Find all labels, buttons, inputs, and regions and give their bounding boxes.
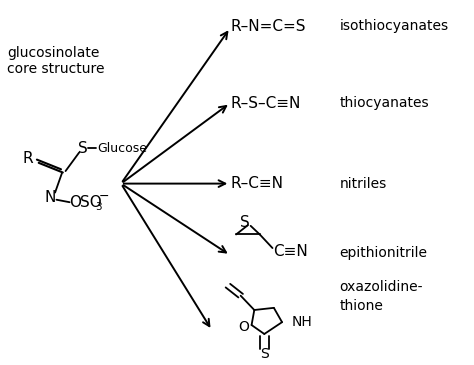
Text: thiocyanates: thiocyanates bbox=[339, 96, 429, 110]
Text: epithionitrile: epithionitrile bbox=[339, 246, 428, 260]
Text: R–C≡N: R–C≡N bbox=[230, 176, 283, 191]
Text: NH: NH bbox=[292, 315, 313, 329]
Text: N: N bbox=[45, 191, 56, 205]
Text: C≡N: C≡N bbox=[273, 244, 308, 259]
Text: 3: 3 bbox=[95, 202, 102, 212]
Text: nitriles: nitriles bbox=[339, 177, 387, 191]
Text: R–S–C≡N: R–S–C≡N bbox=[230, 96, 301, 111]
Text: S: S bbox=[260, 347, 269, 361]
Text: O: O bbox=[69, 195, 81, 210]
Text: SO: SO bbox=[80, 195, 101, 210]
Text: R–N=C=S: R–N=C=S bbox=[230, 19, 306, 34]
Text: O: O bbox=[238, 320, 249, 334]
Text: oxazolidine-
thione: oxazolidine- thione bbox=[339, 280, 423, 312]
Text: Glucose: Glucose bbox=[97, 142, 147, 155]
Text: isothiocyanates: isothiocyanates bbox=[339, 19, 448, 33]
Text: −: − bbox=[99, 191, 109, 203]
Text: R: R bbox=[22, 151, 33, 166]
Text: S: S bbox=[240, 215, 250, 230]
Text: glucosinolate
core structure: glucosinolate core structure bbox=[7, 46, 105, 76]
Text: S: S bbox=[78, 141, 88, 155]
